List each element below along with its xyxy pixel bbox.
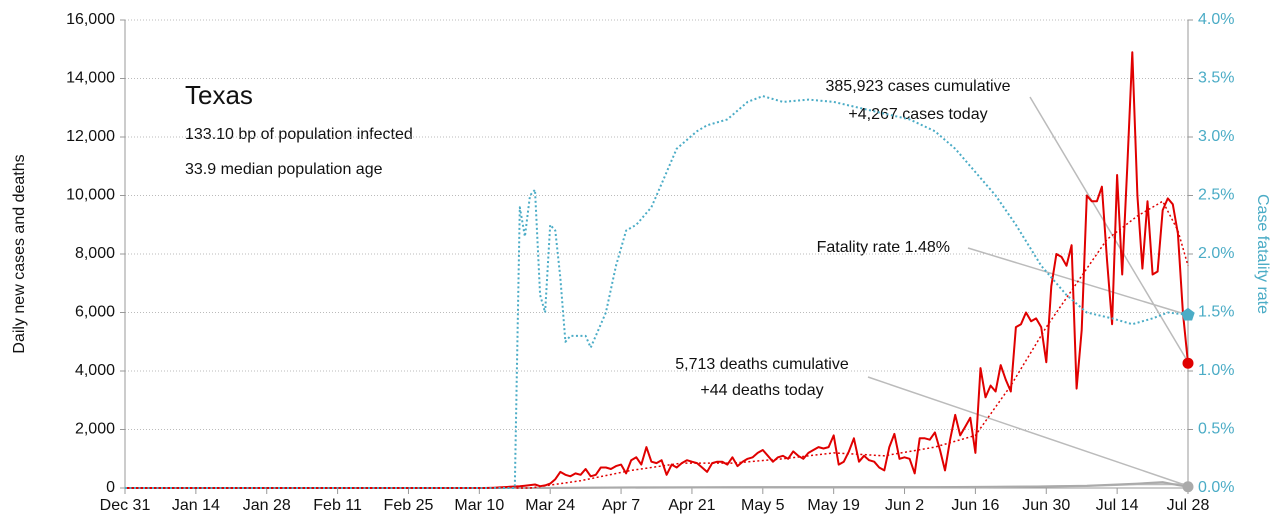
series-line [125,481,1189,489]
subtitle: 133.10 bp of population infected [185,126,413,143]
x-tick-label: Apr 21 [668,497,715,514]
end-marker [1182,357,1194,369]
y2-tick-label: 4.0% [1198,11,1234,28]
y-tick-label: 4,000 [75,362,115,379]
x-tick-label: May 5 [741,497,785,514]
x-tick-label: Jan 28 [243,497,291,514]
y2-tick-label: 2.5% [1198,187,1234,204]
x-tick-label: Apr 7 [602,497,640,514]
x-tick-label: Dec 31 [100,497,151,514]
y2-tick-label: 1.0% [1198,362,1234,379]
y2-tick-label: 2.0% [1198,245,1234,262]
end-marker [1181,307,1195,321]
x-tick-label: Feb 11 [313,497,362,514]
y-tick-label: 0 [106,479,115,496]
leader-line [867,376,1189,487]
y2-tick-label: 3.5% [1198,70,1234,87]
subtitle: 33.9 median population age [185,161,383,178]
x-tick-label: Feb 25 [384,497,434,514]
series-line [125,200,1189,489]
series-line [125,51,1189,489]
annotation: Fatality rate 1.48% [817,239,950,256]
annotation: 385,923 cases cumulative [826,78,1011,95]
y2-tick-label: 0.5% [1198,421,1234,438]
x-tick-label: Jun 2 [885,497,924,514]
leader-line [1029,96,1189,363]
y-axis-label: Daily new cases and deaths [11,154,28,353]
y-tick-label: 16,000 [66,11,115,28]
y2-tick-label: 3.0% [1198,128,1234,145]
x-tick-label: Jan 14 [172,497,220,514]
y-tick-label: 10,000 [66,187,115,204]
end-marker [1182,481,1194,493]
annotation: 5,713 deaths cumulative [675,356,849,373]
x-tick-label: Mar 10 [454,497,504,514]
x-tick-label: Jul 14 [1096,497,1139,514]
x-tick-label: May 19 [807,497,860,514]
y-tick-label: 8,000 [75,245,115,262]
annotation: +44 deaths today [700,382,823,399]
chart-title: Texas [185,80,253,110]
x-tick-label: Mar 24 [525,497,575,514]
y-tick-label: 14,000 [66,70,115,87]
x-tick-label: Jun 30 [1022,497,1070,514]
x-tick-label: Jul 28 [1167,497,1210,514]
y-tick-label: 2,000 [75,421,115,438]
y-tick-label: 12,000 [66,128,115,145]
y-tick-label: 6,000 [75,304,115,321]
x-tick-label: Jun 16 [951,497,999,514]
series-line [125,95,1189,489]
y2-tick-label: 0.0% [1198,479,1234,496]
y2-axis-label: Case fatality rate [1254,194,1271,314]
y2-tick-label: 1.5% [1198,304,1234,321]
annotation: +4,267 cases today [848,106,987,123]
